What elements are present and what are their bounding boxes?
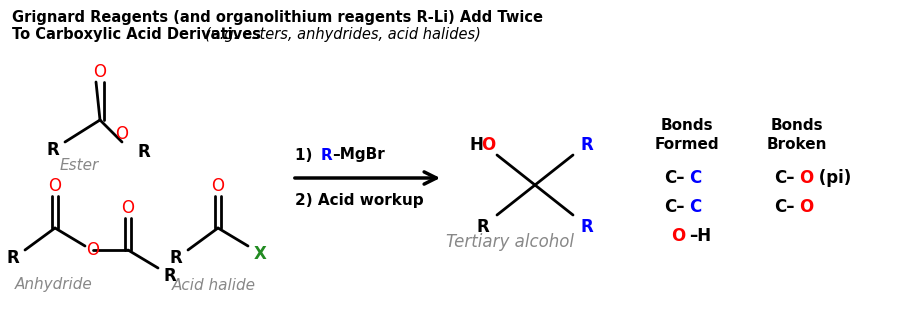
Text: R: R <box>476 218 489 236</box>
Text: Anhydride: Anhydride <box>15 277 93 292</box>
Text: H: H <box>469 136 483 154</box>
Text: –H: –H <box>689 227 711 245</box>
Text: (pi): (pi) <box>813 169 851 187</box>
Text: C–: C– <box>664 198 685 216</box>
Text: –MgBr: –MgBr <box>332 148 385 163</box>
Text: R: R <box>321 148 333 163</box>
Text: 2) Acid workup: 2) Acid workup <box>295 193 423 207</box>
Text: O: O <box>86 241 100 259</box>
Text: Tertiary alcohol: Tertiary alcohol <box>446 233 574 251</box>
Text: O: O <box>481 136 495 154</box>
Text: (e.g. esters, anhydrides, acid halides): (e.g. esters, anhydrides, acid halides) <box>205 27 481 42</box>
Text: O: O <box>799 169 813 187</box>
Text: O: O <box>115 125 128 143</box>
Text: O: O <box>671 227 685 245</box>
Text: R: R <box>581 136 594 154</box>
Text: Bonds
Formed: Bonds Formed <box>655 118 719 152</box>
Text: Bonds
Broken: Bonds Broken <box>767 118 827 152</box>
Text: R: R <box>137 143 150 161</box>
Text: C–: C– <box>775 169 795 187</box>
Text: R: R <box>47 141 60 159</box>
Text: To Carboxylic Acid Derivatives: To Carboxylic Acid Derivatives <box>12 27 267 42</box>
Text: C–: C– <box>775 198 795 216</box>
Text: Grignard Reagents (and organolithium reagents R-Li) Add Twice: Grignard Reagents (and organolithium rea… <box>12 10 543 25</box>
Text: Acid halide: Acid halide <box>172 277 256 292</box>
Text: C: C <box>689 169 702 187</box>
Text: O: O <box>122 199 135 217</box>
Text: O: O <box>799 198 813 216</box>
Text: C: C <box>689 198 702 216</box>
Text: O: O <box>212 177 224 195</box>
Text: R: R <box>581 218 594 236</box>
Text: O: O <box>93 63 106 81</box>
Text: 1): 1) <box>295 148 322 163</box>
Text: Ester: Ester <box>60 157 99 172</box>
Text: X: X <box>254 245 267 263</box>
Text: R: R <box>169 249 182 267</box>
Text: R: R <box>164 267 177 285</box>
Text: O: O <box>49 177 61 195</box>
Text: R: R <box>6 249 19 267</box>
Text: C–: C– <box>664 169 685 187</box>
